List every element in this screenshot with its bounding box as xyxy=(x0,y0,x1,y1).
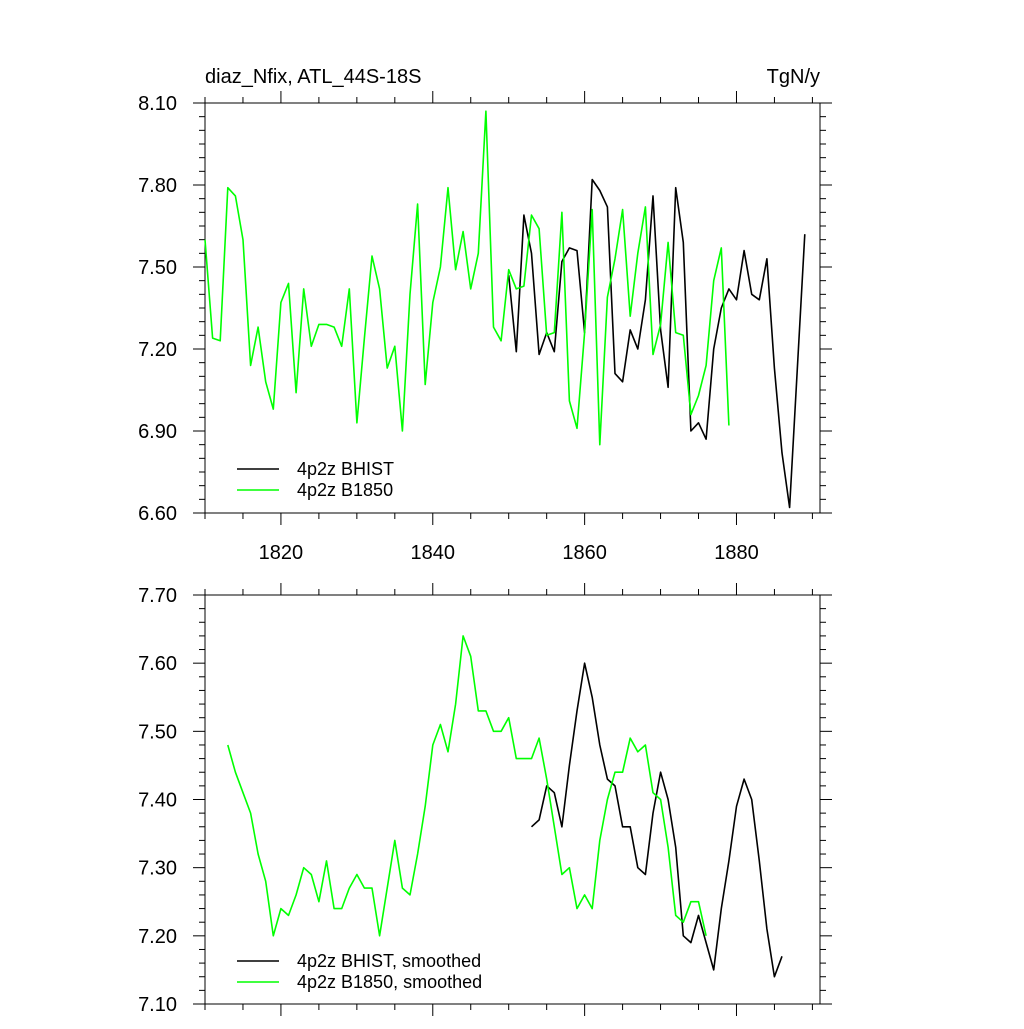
panel-2-y-tick-label: 7.10 xyxy=(138,994,177,1016)
legend-1-b1850-label: 4p2z B1850 xyxy=(297,480,393,500)
legend-2-b1850-label: 4p2z B1850, smoothed xyxy=(297,972,482,992)
panel-2-y-tick-label: 7.40 xyxy=(138,790,177,812)
panel-1-y-tick-label: 6.60 xyxy=(138,503,177,525)
panel-1-y-tick-label: 7.20 xyxy=(138,339,177,361)
panel-1-series-bhist-line xyxy=(507,178,806,509)
panel-1-y-tick-label: 6.90 xyxy=(138,421,177,443)
panel-1-y-tick-label: 7.50 xyxy=(138,257,177,279)
panel-1-x-tick-label: 1820 xyxy=(259,542,304,564)
panel-2-y-tick-label: 7.50 xyxy=(138,721,177,743)
panel-2-series-b1850-line xyxy=(227,635,707,937)
legend-1-bhist-label: 4p2z BHIST xyxy=(297,459,394,479)
panel-2-y-tick-label: 7.70 xyxy=(138,585,177,607)
panel-2-y-tick-label: 7.20 xyxy=(138,926,177,948)
legend-2-bhist-label: 4p2z BHIST, smoothed xyxy=(297,951,481,971)
panel-1-x-tick-label: 1840 xyxy=(411,542,456,564)
panel-1-x-tick-label: 1880 xyxy=(714,542,759,564)
panel-1-series-b1850-line xyxy=(204,110,730,446)
chart-title: diaz_Nfix, ATL_44S-18S xyxy=(205,66,421,88)
units-label: TgN/y xyxy=(767,66,820,88)
panel-1-y-tick-label: 8.10 xyxy=(138,93,177,115)
panel-2-y-tick-label: 7.60 xyxy=(138,653,177,675)
panel-2-frame xyxy=(204,594,821,1005)
panel-2-y-tick-label: 7.30 xyxy=(138,858,177,880)
panel-1-y-tick-label: 7.80 xyxy=(138,175,177,197)
panel-2-series-bhist-line xyxy=(530,662,783,978)
panel-1-x-tick-label: 1860 xyxy=(562,542,607,564)
